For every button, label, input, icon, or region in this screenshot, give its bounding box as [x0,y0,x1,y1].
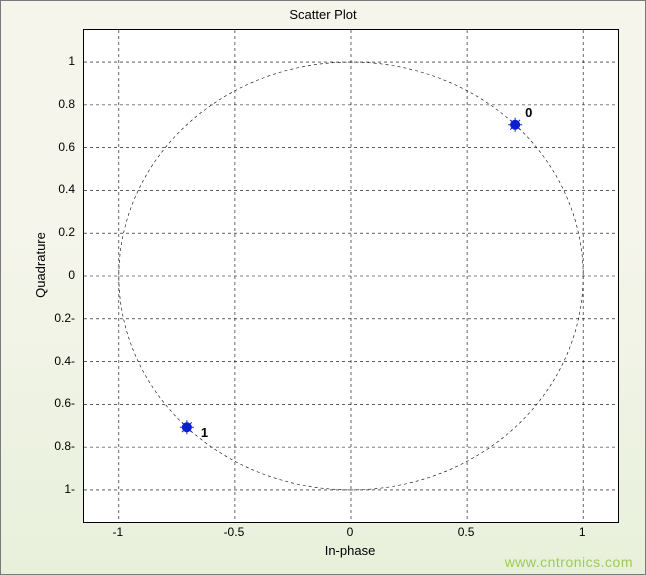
y-axis-label: Quadrature [33,215,48,315]
watermark-text: www.cntronics.com [505,554,633,570]
x-tick-label: -1 [112,525,123,539]
plot-area: 01 [83,29,619,523]
figure-frame: Scatter Plot 01 Quadrature In-phase www.… [0,0,646,575]
x-tick-label: -0.5 [224,525,245,539]
x-tick-label: 1 [579,525,586,539]
x-tick-label: 0 [347,525,354,539]
plot-svg: 01 [84,30,618,522]
point-label: 1 [201,425,208,440]
chart-title: Scatter Plot [1,7,645,22]
point-label: 0 [525,105,532,120]
x-tick-label: 0.5 [458,525,475,539]
